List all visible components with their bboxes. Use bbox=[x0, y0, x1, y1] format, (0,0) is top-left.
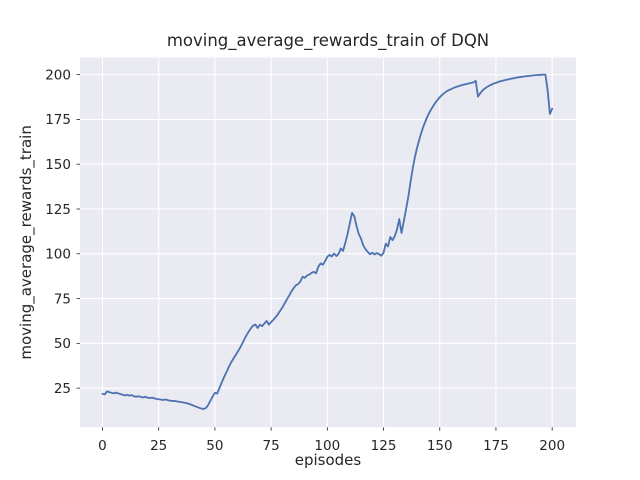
x-tick-label: 100 bbox=[314, 438, 340, 454]
y-tick-label: 75 bbox=[54, 291, 71, 307]
grid-layer bbox=[80, 57, 576, 428]
y-axis-label: moving_average_rewards_train bbox=[17, 125, 36, 359]
x-axis-label: episodes bbox=[295, 451, 362, 469]
chart-title: moving_average_rewards_train of DQN bbox=[167, 31, 489, 51]
tick-layer: 0 25 50 75 100 125 150 175 200 25 50 75 100 125 150 175… bbox=[45, 67, 565, 454]
y-tick-label: 50 bbox=[54, 336, 71, 352]
y-tick-label: 25 bbox=[54, 381, 71, 397]
y-tick-label: 125 bbox=[45, 202, 71, 218]
x-tick-label: 175 bbox=[483, 438, 509, 454]
x-tick-label: 125 bbox=[371, 438, 397, 454]
y-tick-label: 175 bbox=[45, 112, 71, 128]
x-tick-label: 75 bbox=[263, 438, 280, 454]
y-tick-label: 100 bbox=[45, 247, 71, 263]
y-tick-label: 200 bbox=[45, 67, 71, 83]
x-tick-label: 0 bbox=[98, 438, 107, 454]
x-tick-label: 25 bbox=[150, 438, 167, 454]
series-line bbox=[101, 73, 554, 410]
x-tick-label: 200 bbox=[539, 438, 565, 454]
plot-area bbox=[80, 57, 576, 428]
x-tick-label: 150 bbox=[427, 438, 453, 454]
y-tick-label: 150 bbox=[45, 157, 71, 173]
series-layer bbox=[101, 73, 554, 410]
x-tick-label: 50 bbox=[206, 438, 223, 454]
